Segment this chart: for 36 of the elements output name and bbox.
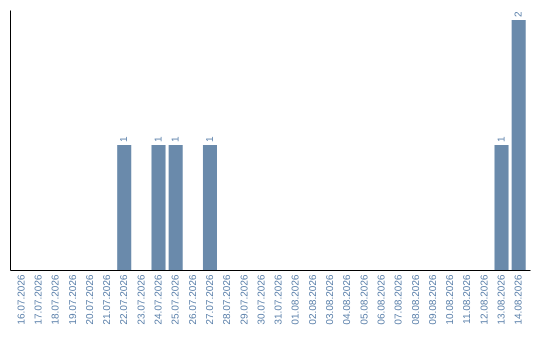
- x-tick-label: 27.07.2026: [204, 274, 216, 325]
- x-tick-label: 25.07.2026: [170, 274, 182, 325]
- data-label: 1: [204, 136, 216, 142]
- x-tick-label: 10.08.2026: [445, 274, 456, 325]
- x-tick-label: 26.07.2026: [188, 274, 199, 325]
- x-tick-label: 22.07.2026: [119, 274, 130, 325]
- x-tick-label: 24.07.2026: [154, 274, 165, 325]
- data-label: 2: [514, 11, 525, 17]
- x-tick-label: 30.07.2026: [256, 274, 268, 325]
- data-label: 1: [496, 136, 508, 142]
- x-tick-label: 28.07.2026: [222, 274, 234, 325]
- x-tick-label: 11.08.2026: [462, 274, 474, 324]
- x-tick-label: 23.07.2026: [136, 274, 148, 325]
- data-label: 1: [154, 136, 165, 142]
- x-tick-label: 20.07.2026: [84, 274, 96, 325]
- x-tick-label: 13.08.2026: [496, 274, 508, 325]
- x-tick-label: 16.07.2026: [16, 274, 28, 325]
- x-tick-label: 01.08.2026: [290, 274, 302, 325]
- data-label: 1: [170, 136, 182, 142]
- x-tick-label: 21.07.2026: [102, 274, 114, 325]
- x-tick-label: 29.07.2026: [239, 274, 250, 325]
- x-tick-label: 19.07.2026: [68, 274, 79, 325]
- x-tick-label: 08.08.2026: [410, 274, 422, 325]
- x-tick-label: 17.07.2026: [33, 274, 44, 325]
- x-tick-label: 02.08.2026: [308, 274, 319, 325]
- x-tick-label: 31.07.2026: [274, 274, 285, 325]
- x-tick-label: 07.08.2026: [394, 274, 405, 325]
- x-tick-label: 14.08.2026: [514, 274, 525, 325]
- x-tick-label: 06.08.2026: [376, 274, 388, 325]
- x-tick-label: 09.08.2026: [428, 274, 439, 325]
- x-tick-label: 12.08.2026: [479, 274, 490, 325]
- x-tick-label: 18.07.2026: [50, 274, 62, 325]
- x-tick-label: 03.08.2026: [325, 274, 336, 325]
- x-tick-label: 04.08.2026: [342, 274, 354, 325]
- x-tick-label: 05.08.2026: [359, 274, 370, 325]
- data-label: 1: [119, 136, 130, 142]
